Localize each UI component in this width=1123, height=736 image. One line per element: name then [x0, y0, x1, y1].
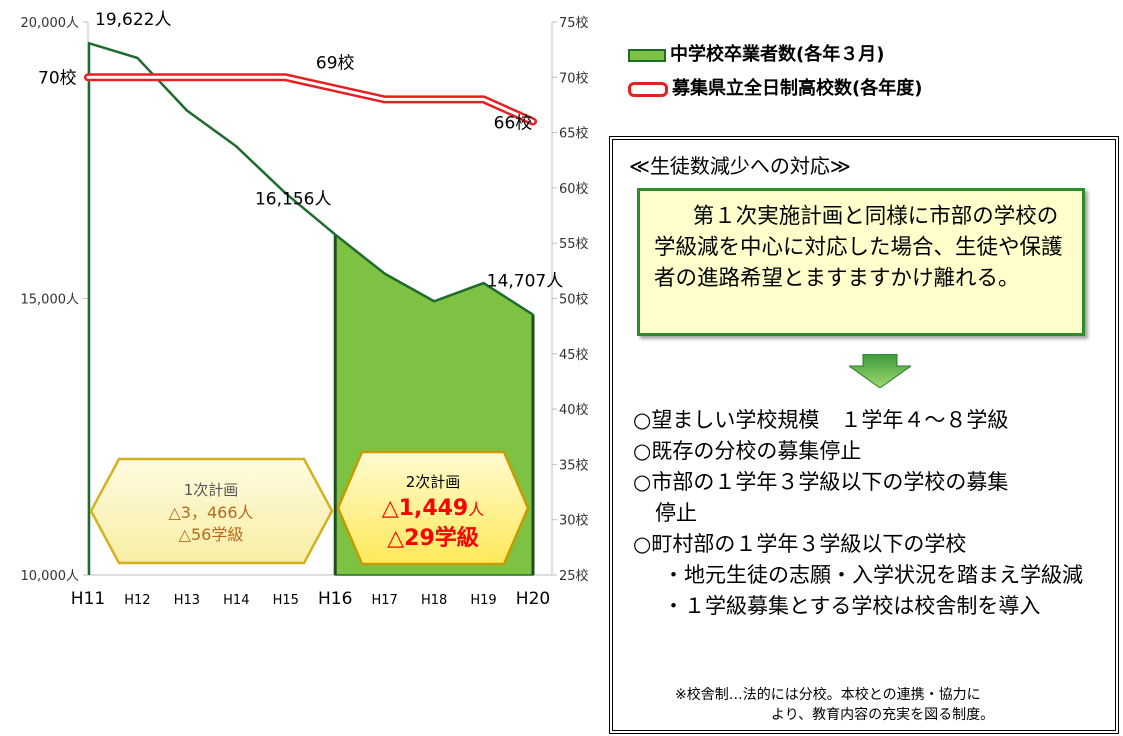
footnote-line: より、教育内容の充実を図る制度。	[771, 707, 995, 723]
data-label: 70校	[38, 68, 77, 88]
legend-item-graduates: 中学校卒業者数(各年３月)	[628, 38, 922, 72]
right-tick-label: 70校	[559, 70, 589, 86]
right-tick-label: 65校	[559, 126, 589, 142]
data-label: 19,622人	[95, 10, 171, 30]
plan1-students: △3，466人	[168, 503, 253, 522]
left-tick-label: 20,000人	[21, 16, 80, 31]
right-tick-label: 75校	[559, 15, 589, 31]
x-tick-label: H12	[124, 593, 150, 608]
legend: 中学校卒業者数(各年３月) 募集県立全日制高校数(各年度)	[628, 38, 922, 106]
data-label: 66校	[494, 114, 533, 134]
data-label: 14,707人	[487, 272, 563, 292]
x-tick-label: H11	[71, 589, 105, 609]
x-tick-label: H19	[470, 593, 496, 608]
right-tick-label: 50校	[559, 292, 589, 308]
measures-list: ○望ましい学校規模 １学年４～８学級 ○既存の分校の募集停止 ○市部の１学年３学…	[633, 405, 1113, 622]
list-item: ○既存の分校の募集停止	[633, 439, 862, 463]
right-tick-label: 35校	[559, 457, 589, 473]
x-tick-label: H13	[174, 593, 200, 608]
list-item: ・１学級募集とする学校は校舎制を導入	[663, 594, 1041, 618]
series-line-graduates	[87, 41, 534, 316]
list-item: ・地元生徒の志願・入学状況を踏まえ学級減	[663, 563, 1083, 587]
right-tick-label: 45校	[559, 347, 589, 363]
right-tick-label: 40校	[559, 402, 589, 418]
list-item: ○市部の１学年３学級以下の学校の募集	[633, 470, 1009, 494]
plan2-classes: △29学級	[387, 525, 479, 551]
left-tick-label: 15,000人	[21, 293, 80, 308]
chart: 10,000人 15,000人 20,000人 25校 30校 35校 40校 45校 50校 5…	[21, 10, 589, 609]
x-tick-label: H20	[516, 589, 550, 609]
down-arrow-icon	[849, 354, 911, 388]
footnote-line: ※校舎制…法的には分校。本校との連携・協力に	[675, 687, 981, 703]
x-tick-label: H14	[223, 593, 249, 608]
x-tick-label: H16	[318, 589, 352, 609]
response-panel: ≪生徒数減少への対応≫ 第１次実施計画と同様に市部の学校の学級減を中心に対応した…	[609, 136, 1119, 734]
footnote: ※校舎制…法的には分校。本校との連携・協力に より、教育内容の充実を図る制度。	[675, 685, 994, 725]
x-tick-label: H15	[273, 593, 299, 608]
plan2-title: 2次計画	[406, 473, 461, 491]
plan2-students: △1,449人	[382, 496, 485, 521]
plan2-hexagon	[336, 450, 530, 566]
list-item: ○望ましい学校規模 １学年４～８学級	[633, 408, 1009, 432]
x-tick-label: H18	[421, 593, 447, 608]
series-line-schools-inner	[86, 75, 535, 124]
legend-label-graduates: 中学校卒業者数(各年３月)	[670, 44, 885, 65]
list-item: 停止	[655, 501, 697, 525]
data-label: 16,156人	[255, 190, 331, 210]
right-tick-label: 55校	[559, 236, 589, 252]
legend-swatch-schools	[628, 81, 668, 97]
note-box: 第１次実施計画と同様に市部の学校の学級減を中心に対応した場合、生徒や保護者の進路…	[637, 188, 1085, 336]
legend-label-schools: 募集県立全日制高校数(各年度)	[672, 78, 923, 99]
panel-title: ≪生徒数減少への対応≫	[629, 154, 851, 178]
x-tick-label: H17	[372, 593, 398, 608]
right-tick-label: 30校	[559, 513, 589, 529]
legend-item-schools: 募集県立全日制高校数(各年度)	[628, 72, 922, 106]
right-tick-label: 60校	[559, 181, 589, 197]
left-tick-label: 10,000人	[21, 569, 80, 584]
plan1-hexagon	[89, 457, 334, 565]
right-tick-label: 25校	[559, 568, 589, 584]
legend-swatch-graduates	[628, 48, 666, 62]
plan1-classes: △56学級	[179, 525, 244, 544]
list-item: ○町村部の１学年３学級以下の学校	[633, 532, 967, 556]
data-label: 69校	[316, 53, 355, 73]
plan1-title: 1次計画	[184, 481, 239, 499]
